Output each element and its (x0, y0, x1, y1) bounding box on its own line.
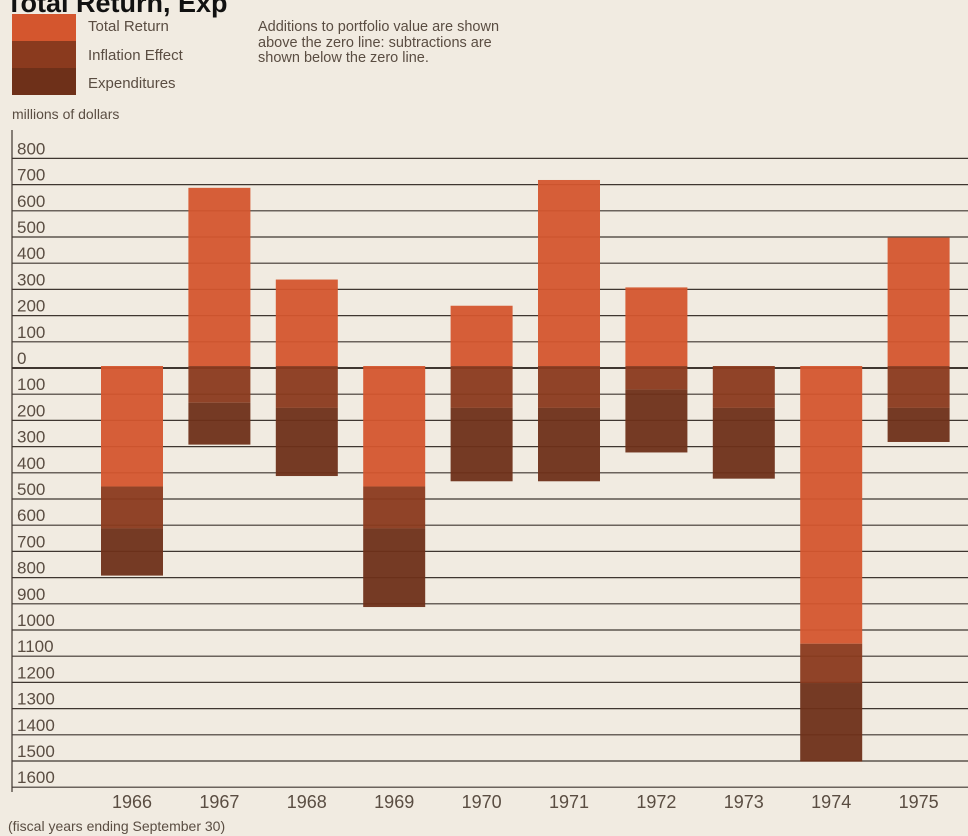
y-tick-label: 1100 (17, 637, 54, 656)
bar-segment (712, 407, 775, 479)
bar-segment (887, 407, 950, 442)
y-tick-label: 400 (17, 244, 45, 263)
y-tick-label: 300 (17, 270, 45, 289)
bar-segment (363, 528, 426, 608)
y-tick-label: 800 (17, 559, 45, 578)
y-tick-label: 1500 (17, 742, 55, 761)
bar-segment (538, 179, 600, 366)
bar-segment (275, 279, 338, 366)
chart-title: Total Return, Exp (6, 0, 228, 18)
bar-segment (275, 366, 338, 408)
y-tick-label: 0 (17, 349, 26, 368)
bar-segment (887, 366, 950, 408)
bar-segment (450, 305, 513, 366)
x-tick-label: 1970 (462, 792, 502, 812)
x-tick-label: 1966 (112, 792, 152, 812)
x-tick-label: 1967 (199, 792, 239, 812)
bar-segment (887, 237, 950, 366)
x-tick-label: 1975 (899, 792, 939, 812)
bar-segment (188, 187, 251, 366)
y-tick-label: 600 (17, 192, 45, 211)
x-tick-label: 1969 (374, 792, 414, 812)
y-tick-label: 1400 (17, 716, 55, 735)
y-tick-label: 600 (17, 506, 45, 525)
x-tick-label: 1971 (549, 792, 589, 812)
y-tick-label: 700 (17, 532, 45, 551)
bar-segment (800, 643, 863, 684)
y-tick-label: 1600 (17, 768, 55, 787)
y-tick-label: 300 (17, 428, 45, 447)
x-axis-caption: (fiscal years ending September 30) (8, 818, 226, 834)
y-tick-label: 1000 (17, 611, 55, 630)
bar-segment (188, 402, 251, 445)
bar-segment (450, 407, 513, 482)
y-tick-label: 400 (17, 454, 45, 473)
bar-segment (712, 366, 775, 408)
legend-swatch-inflation-effect (12, 41, 76, 68)
legend-label-inflation-effect: Inflation Effect (88, 47, 183, 64)
x-tick-label: 1972 (636, 792, 676, 812)
legend-label-expenditures: Expenditures (88, 75, 176, 92)
x-tick-label: 1973 (724, 792, 764, 812)
bar-segment (363, 366, 426, 487)
y-tick-label: 500 (17, 218, 45, 237)
y-tick-label: 200 (17, 297, 45, 316)
bar-segment (538, 366, 600, 408)
legend-swatch-expenditures (12, 68, 76, 95)
y-tick-label: 800 (17, 139, 45, 158)
y-tick-label: 500 (17, 480, 45, 499)
bar-segment (625, 366, 688, 390)
legend-label-total-return: Total Return (88, 18, 169, 35)
y-tick-label: 900 (17, 585, 45, 604)
y-tick-label: 700 (17, 166, 45, 185)
y-axis-units: millions of dollars (12, 106, 120, 122)
bar-segment (275, 407, 338, 477)
y-tick-label: 100 (17, 375, 45, 394)
bar-segment (800, 366, 863, 644)
y-tick-label: 1200 (17, 663, 55, 682)
bar-segment (101, 486, 163, 529)
y-tick-label: 200 (17, 401, 45, 420)
legend-swatch-total-return (12, 14, 76, 41)
bar-segment (101, 528, 163, 576)
bar-segment (625, 287, 688, 366)
y-tick-label: 100 (17, 323, 45, 342)
x-tick-label: 1974 (811, 792, 851, 812)
bar-segment (450, 366, 513, 408)
bar-segment (538, 407, 600, 482)
y-tick-label: 1300 (17, 690, 55, 709)
bar-segment (625, 389, 688, 453)
bar-segment (188, 366, 251, 403)
bar-segment (800, 683, 863, 762)
chart-note: Additions to portfolio value are shown a… (258, 19, 500, 66)
bar-segment (101, 366, 163, 487)
x-tick-label: 1968 (287, 792, 327, 812)
bar-segment (363, 486, 426, 529)
